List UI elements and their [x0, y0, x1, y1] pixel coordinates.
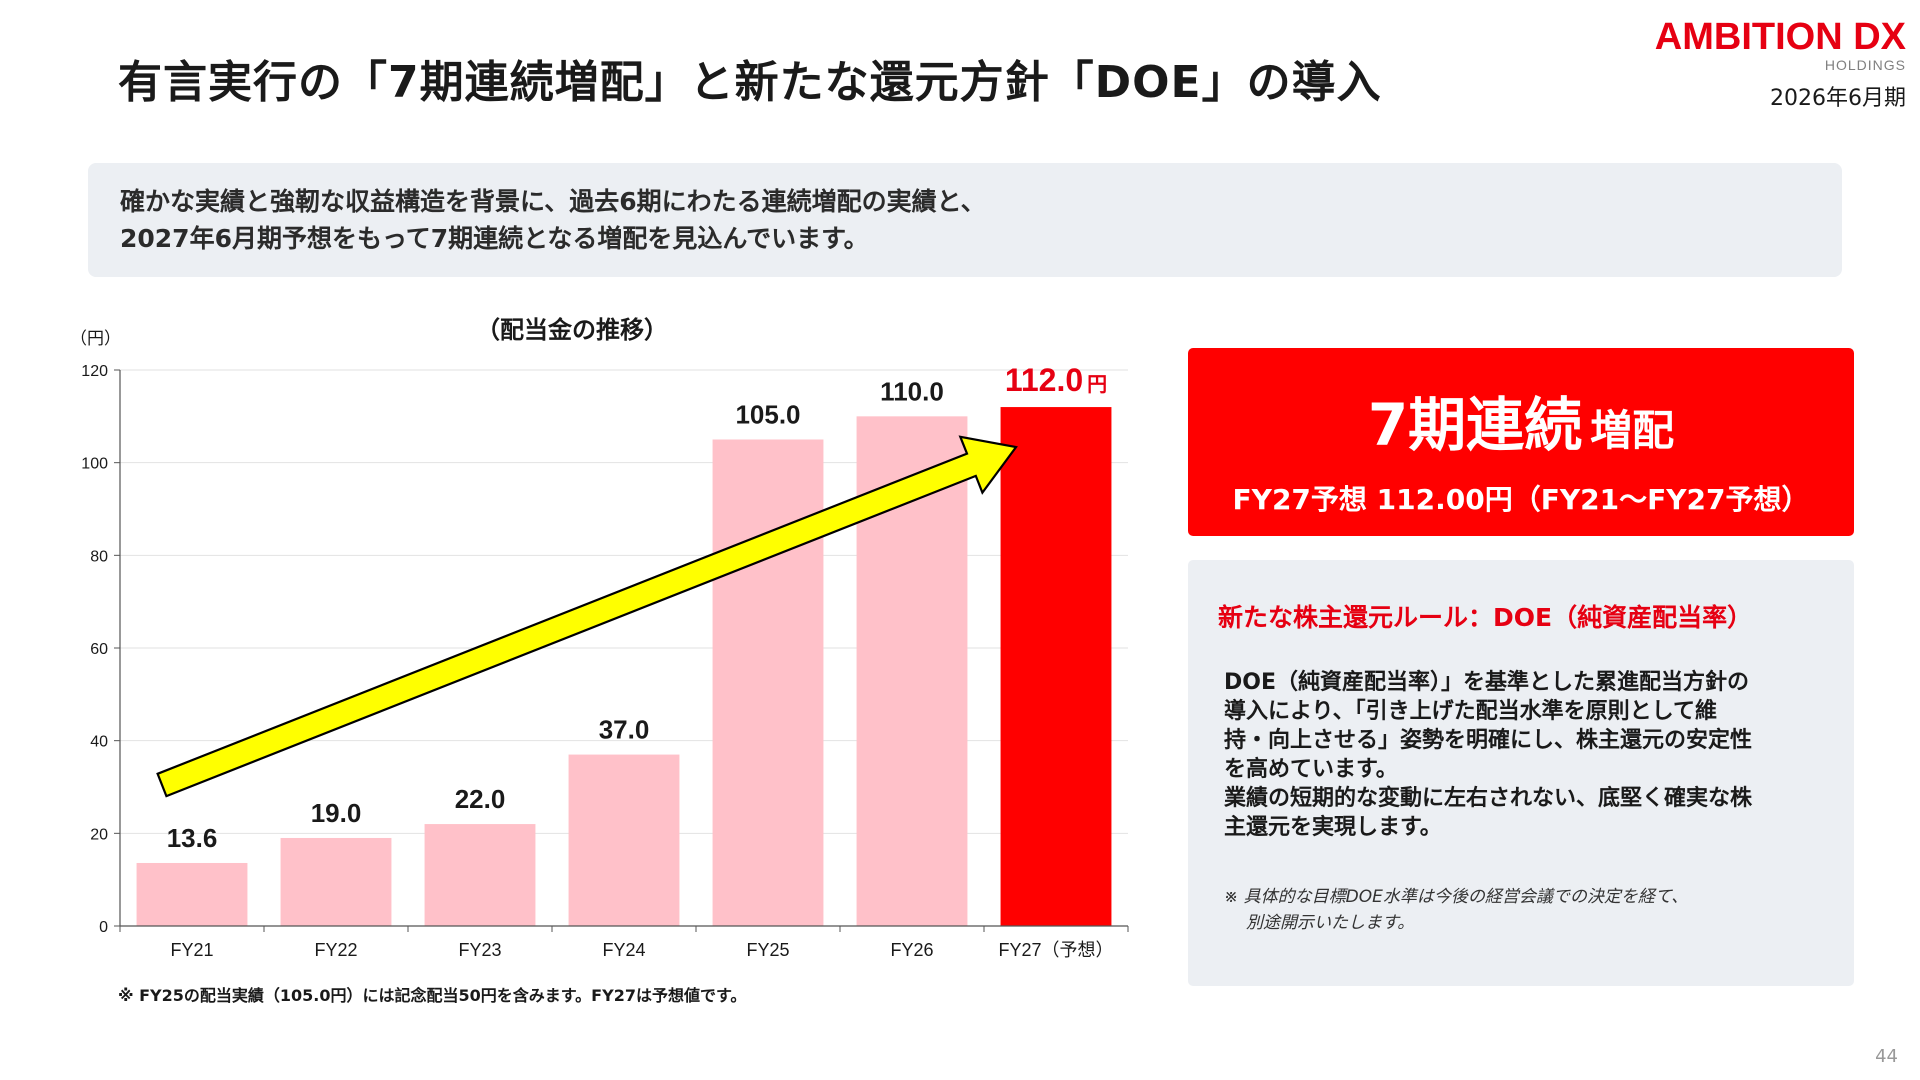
doe-footnote-line-1: ※ 具体的な目標DOE水準は今後の経営会議での決定を経て、	[1224, 887, 1689, 907]
chart-footnote: ※ FY25の配当実績（105.0円）には記念配当50円を含みます。FY27は予…	[118, 986, 747, 1005]
doe-heading: 新たな株主還元ルール：DOE（純資産配当率）	[1218, 603, 1753, 632]
bar	[568, 754, 680, 926]
y-tick-label: 100	[81, 456, 108, 473]
consecutive-increase-panel: 7期連続 増配 FY27予想 112.00円（FY21～FY27予想）	[1188, 348, 1854, 536]
value-labels: 13.6 19.0 22.0 37.0 105.0 110.0 112.0 円	[167, 362, 1107, 853]
company-logo: AMBITION DX HOLDINGS	[1655, 18, 1906, 73]
y-tick-label: 0	[99, 919, 108, 936]
y-tick-label: 120	[81, 363, 108, 380]
bar	[280, 837, 392, 926]
headline-small: 増配	[1590, 406, 1675, 455]
bars	[136, 407, 1112, 926]
doe-body: DOE（純資産配当率）」を基準とした累進配当方針の 導入により、「引き上げた配当…	[1224, 668, 1824, 842]
intro-panel: 確かな実績と強靭な収益構造を背景に、過去6期にわたる連続増配の実績と、 2027…	[88, 163, 1842, 277]
panel-headline: 7期連続 増配	[1188, 378, 1854, 462]
data-label: 22.0	[455, 784, 506, 814]
bar	[424, 824, 536, 926]
intro-line-1: 確かな実績と強靭な収益構造を背景に、過去6期にわたる連続増配の実績と、	[120, 187, 986, 216]
bar	[136, 862, 248, 926]
y-tick-label: 20	[90, 826, 108, 843]
x-tick-label: FY23	[458, 940, 501, 960]
x-axis-ticks: FY21 FY22 FY23 FY24 FY25 FY26 FY27（予想）	[119, 926, 1129, 960]
trend-arrow-shape	[156, 435, 1018, 798]
doe-body-line: 業績の短期的な変動に左右されない、底堅く確実な株	[1224, 786, 1753, 811]
bar	[712, 439, 824, 926]
data-label: 37.0	[599, 715, 650, 745]
data-label: 110.0	[880, 376, 944, 406]
doe-policy-panel: 新たな株主還元ルール：DOE（純資産配当率） DOE（純資産配当率）」を基準とし…	[1188, 560, 1854, 986]
y-tick-label: 80	[90, 548, 108, 565]
axes	[119, 370, 1128, 927]
chart-title: （配当金の推移）	[476, 316, 668, 344]
doe-body-line: DOE（純資産配当率）」を基準とした累進配当方針の	[1224, 670, 1749, 695]
y-axis-ticks: 0 20 40 60 80 100 120	[81, 363, 120, 936]
data-label: 112.0 円	[1005, 362, 1107, 398]
dividend-bar-chart: （配当金の推移） （円） 0 20 40 60 80 100 120 13.6 19.0 22.…	[70, 316, 1129, 960]
logo-sub-text: HOLDINGS	[1824, 57, 1906, 73]
x-tick-label: FY26	[890, 940, 933, 960]
doe-body-line: 持・向上させる」姿勢を明確にし、株主還元の安定性	[1224, 728, 1753, 753]
page-title: 有言実行の「7期連続増配」と新たな還元方針「DOE」の導入	[118, 57, 1382, 108]
x-tick-label: FY27（予想）	[998, 940, 1113, 960]
doe-body-line: 主還元を実現します。	[1224, 815, 1442, 840]
y-tick-label: 60	[90, 641, 108, 658]
y-axis-unit-label: （円）	[70, 329, 121, 349]
x-tick-label: FY22	[314, 940, 357, 960]
page-number: 44	[1875, 1046, 1898, 1067]
bar	[1000, 407, 1112, 926]
data-label: 19.0	[311, 798, 362, 828]
x-tick-label: FY21	[170, 940, 213, 960]
intro-line-2: 2027年6月期予想をもって7期連続となる増配を見込んでいます。	[120, 224, 869, 253]
doe-footnote: ※ 具体的な目標DOE水準は今後の経営会議での決定を経て、 別途開示いたします。	[1224, 884, 1824, 936]
panel-subline: FY27予想 112.00円（FY21～FY27予想）	[1232, 483, 1810, 516]
data-label-unit: 円	[1087, 374, 1107, 396]
logo-main-text: AMBITION DX	[1654, 16, 1906, 58]
data-label: 105.0	[735, 400, 800, 430]
fiscal-period: 2026年6月期	[1770, 86, 1906, 111]
trend-arrow	[156, 435, 1018, 798]
doe-body-line: を高めています。	[1224, 757, 1398, 782]
doe-footnote-line-2: 別途開示いたします。	[1246, 913, 1415, 933]
headline-big: 7期連続	[1367, 391, 1583, 459]
x-tick-label: FY24	[602, 940, 645, 960]
x-tick-label: FY25	[746, 940, 789, 960]
doe-body-line: 導入により、「引き上げた配当水準を原則として維	[1224, 699, 1718, 724]
y-tick-label: 40	[90, 734, 108, 751]
data-label: 13.6	[167, 823, 218, 853]
